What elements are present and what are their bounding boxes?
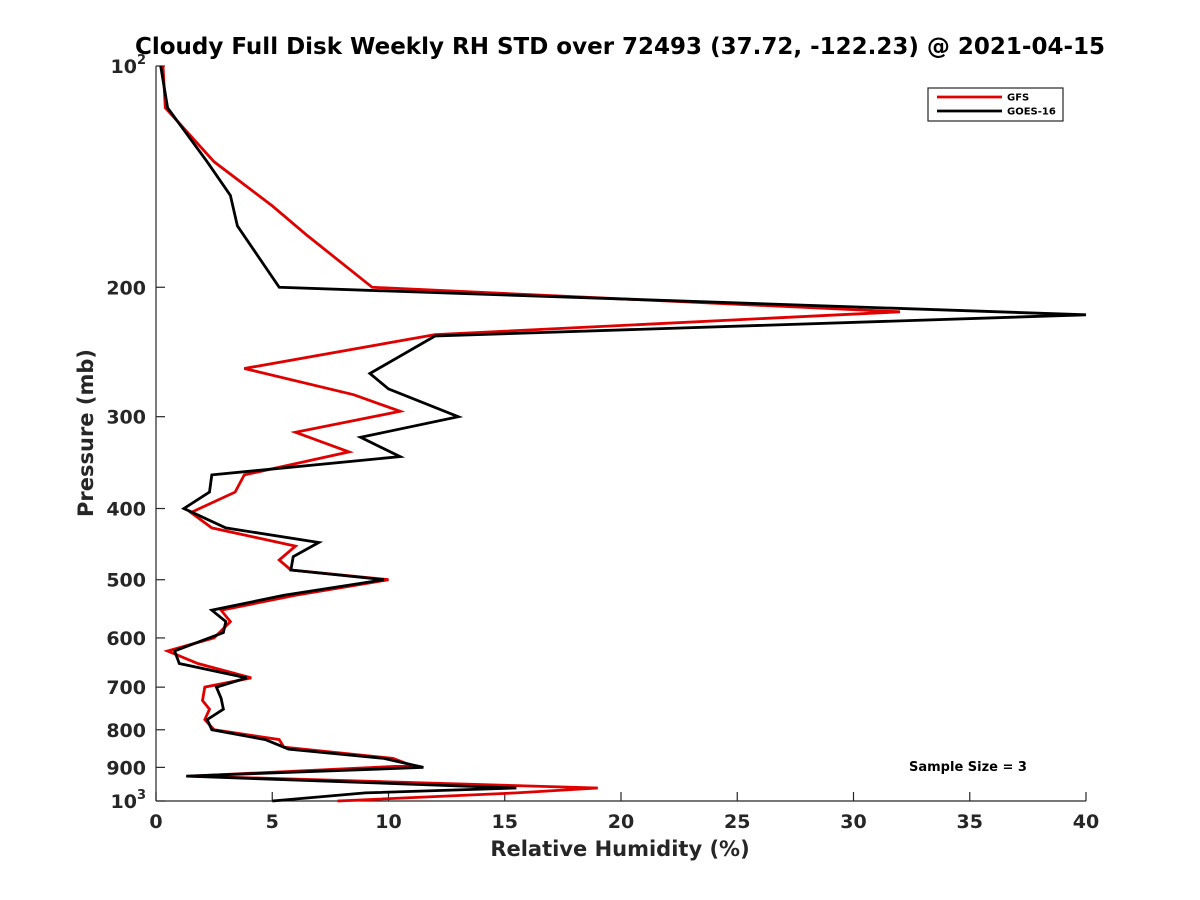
y-tick-label: 400: [106, 499, 146, 521]
y-tick-label: 500: [106, 570, 146, 592]
x-tick-label: 5: [266, 811, 279, 833]
y-tick-label: 900: [106, 757, 146, 779]
x-tick-label: 10: [375, 811, 401, 833]
sample-size-annotation: Sample Size = 3: [909, 760, 1027, 775]
chart-title: Cloudy Full Disk Weekly RH STD over 7249…: [135, 34, 1105, 60]
series-line-goes-16: [159, 65, 1087, 803]
y-tick-base: 10: [111, 791, 137, 813]
x-axis-label: Relative Humidity (%): [490, 837, 749, 861]
y-tick-exponent: 2: [137, 53, 146, 68]
series-line-gfs: [161, 65, 901, 803]
x-tick-label: 0: [149, 811, 162, 833]
x-tick-label: 20: [608, 811, 634, 833]
legend: GFS GOES-16: [927, 87, 1064, 122]
y-tick-exponent: 3: [137, 788, 146, 803]
y-tick-label: 103: [111, 788, 147, 813]
legend-label: GOES-16: [1007, 107, 1056, 118]
y-tick-label: 600: [106, 628, 146, 650]
legend-label: GFS: [1007, 93, 1029, 104]
legend-box: [927, 87, 1064, 122]
x-tick-label: 35: [957, 811, 983, 833]
plot-area: 0 5 10 15 20 25 30 35 40102200300400500600700800…: [106, 53, 1099, 833]
y-tick-base: 10: [111, 56, 137, 78]
y-tick-label: 700: [106, 677, 146, 699]
y-tick-label: 102: [111, 53, 147, 78]
y-tick-label: 200: [106, 277, 146, 299]
x-tick-label: 25: [724, 811, 750, 833]
y-tick-label: 300: [106, 407, 146, 429]
y-axis-label: Pressure (mb): [74, 349, 98, 517]
y-tick-label: 800: [106, 720, 146, 742]
x-tick-label: 40: [1073, 811, 1099, 833]
x-tick-label: 15: [492, 811, 518, 833]
x-tick-label: 30: [840, 811, 866, 833]
